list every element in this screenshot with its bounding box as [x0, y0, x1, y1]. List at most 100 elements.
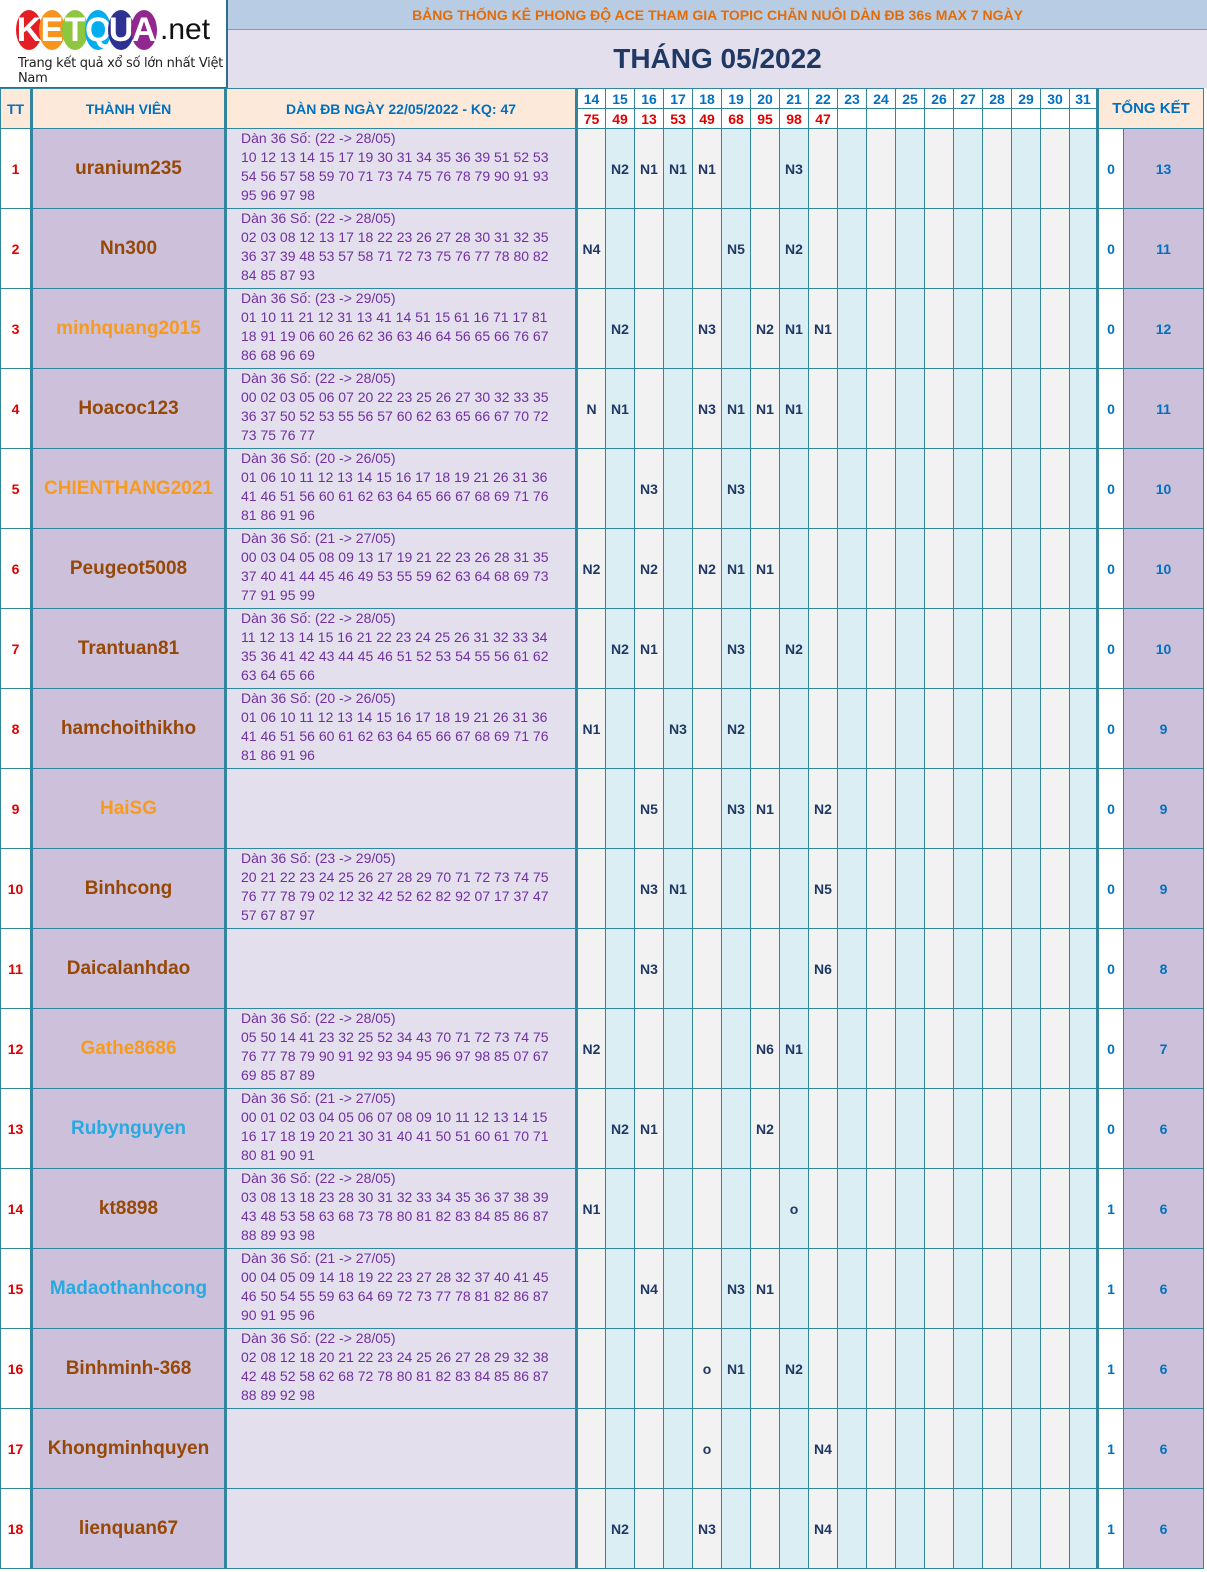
stats-table: TT THÀNH VIÊN DÀN ĐB NGÀY 22/05/2022 - KQ:… [0, 88, 1204, 1569]
total-score: 13 [1123, 128, 1204, 209]
table-row: 1 uranium235 Dàn 36 Số: (22 -> 28/05) 10 12… [0, 128, 1204, 209]
member-name[interactable]: uranium235 [30, 128, 227, 209]
hit-count: 0 [1096, 128, 1124, 209]
total-score: 6 [1123, 1088, 1204, 1169]
day-mark [1040, 1408, 1070, 1489]
day-mark [1040, 1168, 1070, 1249]
member-name[interactable]: Binhcong [30, 848, 227, 929]
day-mark [1069, 768, 1098, 849]
day-mark: N1 [634, 608, 664, 689]
hit-count: 0 [1096, 208, 1124, 289]
member-name[interactable]: Daicalanhdao [30, 928, 227, 1009]
day-mark [953, 1088, 983, 1169]
table-row: 7 Trantuan81 Dàn 36 Số: (22 -> 28/05) 11 12… [0, 608, 1204, 689]
total-score: 9 [1123, 768, 1204, 849]
site-logo[interactable]: K E T Q U A .net Trang kết quả xổ số lớn… [0, 0, 228, 88]
member-name[interactable]: Nn300 [30, 208, 227, 289]
member-name[interactable]: Peugeot5008 [30, 528, 227, 609]
day-mark [924, 288, 954, 369]
day-mark: N3 [692, 1488, 722, 1569]
hit-count: 1 [1096, 1248, 1124, 1329]
dan-cell: Dàn 36 Số: (23 -> 29/05) 20 21 22 23 24 2… [225, 848, 578, 929]
day-mark: N1 [663, 128, 693, 209]
dan-range: Dàn 36 Số: (20 -> 26/05) [241, 690, 396, 706]
day-mark [837, 288, 867, 369]
day-mark [808, 1328, 838, 1409]
row-index: 14 [0, 1168, 32, 1249]
day-mark: N1 [692, 128, 722, 209]
member-name[interactable]: kt8898 [30, 1168, 227, 1249]
day-mark: N5 [634, 768, 664, 849]
day-mark [837, 848, 867, 929]
table-row: 11 Daicalanhdao N3 N6 0 8 [0, 928, 1204, 1009]
day-mark: N5 [808, 848, 838, 929]
header-result: 53 [663, 108, 693, 129]
day-mark [1011, 1328, 1041, 1409]
header-result [866, 108, 896, 129]
day-mark [895, 768, 925, 849]
day-mark [692, 608, 722, 689]
day-mark [953, 1008, 983, 1089]
day-mark [1011, 288, 1041, 369]
member-name[interactable]: hamchoithikho [30, 688, 227, 769]
day-mark [576, 848, 606, 929]
member-name[interactable]: Khongminhquyen [30, 1408, 227, 1489]
member-name[interactable]: CHIENTHANG2021 [30, 448, 227, 529]
member-name[interactable]: Gathe8686 [30, 1008, 227, 1089]
member-name[interactable]: Madaothanhcong [30, 1248, 227, 1329]
day-mark: N2 [605, 608, 635, 689]
hit-count: 0 [1096, 1008, 1124, 1089]
member-name[interactable]: minhquang2015 [30, 288, 227, 369]
day-mark [866, 208, 896, 289]
hit-count: 0 [1096, 768, 1124, 849]
dan-cell: Dàn 36 Số: (22 -> 28/05) 10 12 13 14 15 1… [225, 128, 578, 209]
day-mark [924, 928, 954, 1009]
hit-count: 0 [1096, 928, 1124, 1009]
hit-count: 0 [1096, 688, 1124, 769]
day-mark [953, 768, 983, 849]
day-mark [750, 128, 780, 209]
day-mark [1040, 848, 1070, 929]
day-mark [750, 928, 780, 1009]
member-name[interactable]: HaiSG [30, 768, 227, 849]
dan-cell: Dàn 36 Số: (22 -> 28/05) 00 02 03 05 06 0… [225, 368, 578, 449]
day-mark: N2 [605, 1088, 635, 1169]
day-mark [1069, 1168, 1098, 1249]
dan-cell: Dàn 36 Số: (23 -> 29/05) 01 10 11 21 12 3… [225, 288, 578, 369]
day-mark [924, 528, 954, 609]
day-mark [1040, 1088, 1070, 1169]
total-score: 6 [1123, 1408, 1204, 1489]
day-mark [866, 688, 896, 769]
day-mark [1069, 528, 1098, 609]
day-mark [576, 1248, 606, 1329]
header-day: 16 [634, 88, 664, 109]
day-mark [895, 1088, 925, 1169]
day-mark [808, 688, 838, 769]
row-index: 12 [0, 1008, 32, 1089]
day-mark [721, 128, 751, 209]
day-mark: N1 [576, 688, 606, 769]
month-title: THÁNG 05/2022 [228, 30, 1207, 88]
total-score: 11 [1123, 208, 1204, 289]
day-mark [1040, 368, 1070, 449]
member-name[interactable]: Trantuan81 [30, 608, 227, 689]
day-mark [808, 1008, 838, 1089]
day-mark [605, 1008, 635, 1089]
member-name[interactable]: lienquan67 [30, 1488, 227, 1569]
day-mark [866, 1168, 896, 1249]
day-mark [837, 768, 867, 849]
member-name[interactable]: Rubynguyen [30, 1088, 227, 1169]
dan-range: Dàn 36 Số: (22 -> 28/05) [241, 210, 396, 226]
day-mark: N3 [634, 448, 664, 529]
member-name[interactable]: Binhminh-368 [30, 1328, 227, 1409]
day-mark [837, 448, 867, 529]
day-mark [837, 1488, 867, 1569]
day-mark [779, 768, 809, 849]
day-mark [779, 848, 809, 929]
day-mark [1069, 608, 1098, 689]
day-mark [1069, 448, 1098, 529]
day-mark [1011, 1008, 1041, 1089]
day-mark: N3 [779, 128, 809, 209]
header-member: THÀNH VIÊN [30, 88, 227, 129]
member-name[interactable]: Hoacoc123 [30, 368, 227, 449]
